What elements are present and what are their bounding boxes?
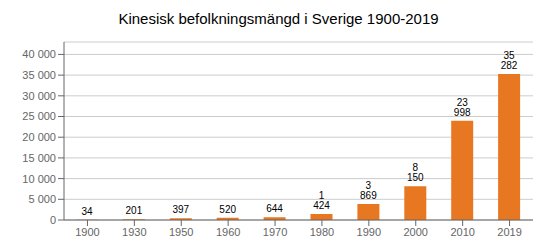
svg-text:644: 644 [266,203,283,214]
svg-text:23998: 23998 [454,97,471,118]
svg-text:1980: 1980 [310,226,334,238]
svg-text:2019: 2019 [497,226,521,238]
svg-text:34: 34 [81,206,93,217]
svg-text:20 000: 20 000 [22,131,56,143]
html-text:Kinesisk befolkningsmängd i Sv: Kinesisk befolkningsmängd i Sverige 1900… [118,10,439,27]
svg-text:0: 0 [50,214,56,226]
svg-text:35282: 35282 [501,50,518,71]
svg-text:1960: 1960 [216,226,240,238]
svg-text:1900: 1900 [75,226,99,238]
svg-text:1424: 1424 [313,190,330,211]
svg-text:1990: 1990 [357,226,381,238]
svg-text:25 000: 25 000 [22,110,56,122]
svg-text:3869: 3869 [360,180,377,201]
svg-text:15 000: 15 000 [22,152,56,164]
svg-text:1930: 1930 [122,226,146,238]
svg-text:1950: 1950 [169,226,193,238]
svg-text:5 000: 5 000 [28,193,56,205]
svg-text:30 000: 30 000 [22,90,56,102]
svg-text:201: 201 [126,205,143,216]
svg-text:2000: 2000 [404,226,428,238]
svg-text:10 000: 10 000 [22,173,56,185]
svg-text:2010: 2010 [450,226,474,238]
svg-text:1970: 1970 [263,226,287,238]
svg-text:8150: 8150 [407,162,424,183]
svg-text:35 000: 35 000 [22,69,56,81]
svg-text:40 000: 40 000 [22,48,56,60]
svg-text:520: 520 [219,204,236,215]
svg-text:397: 397 [172,204,189,215]
